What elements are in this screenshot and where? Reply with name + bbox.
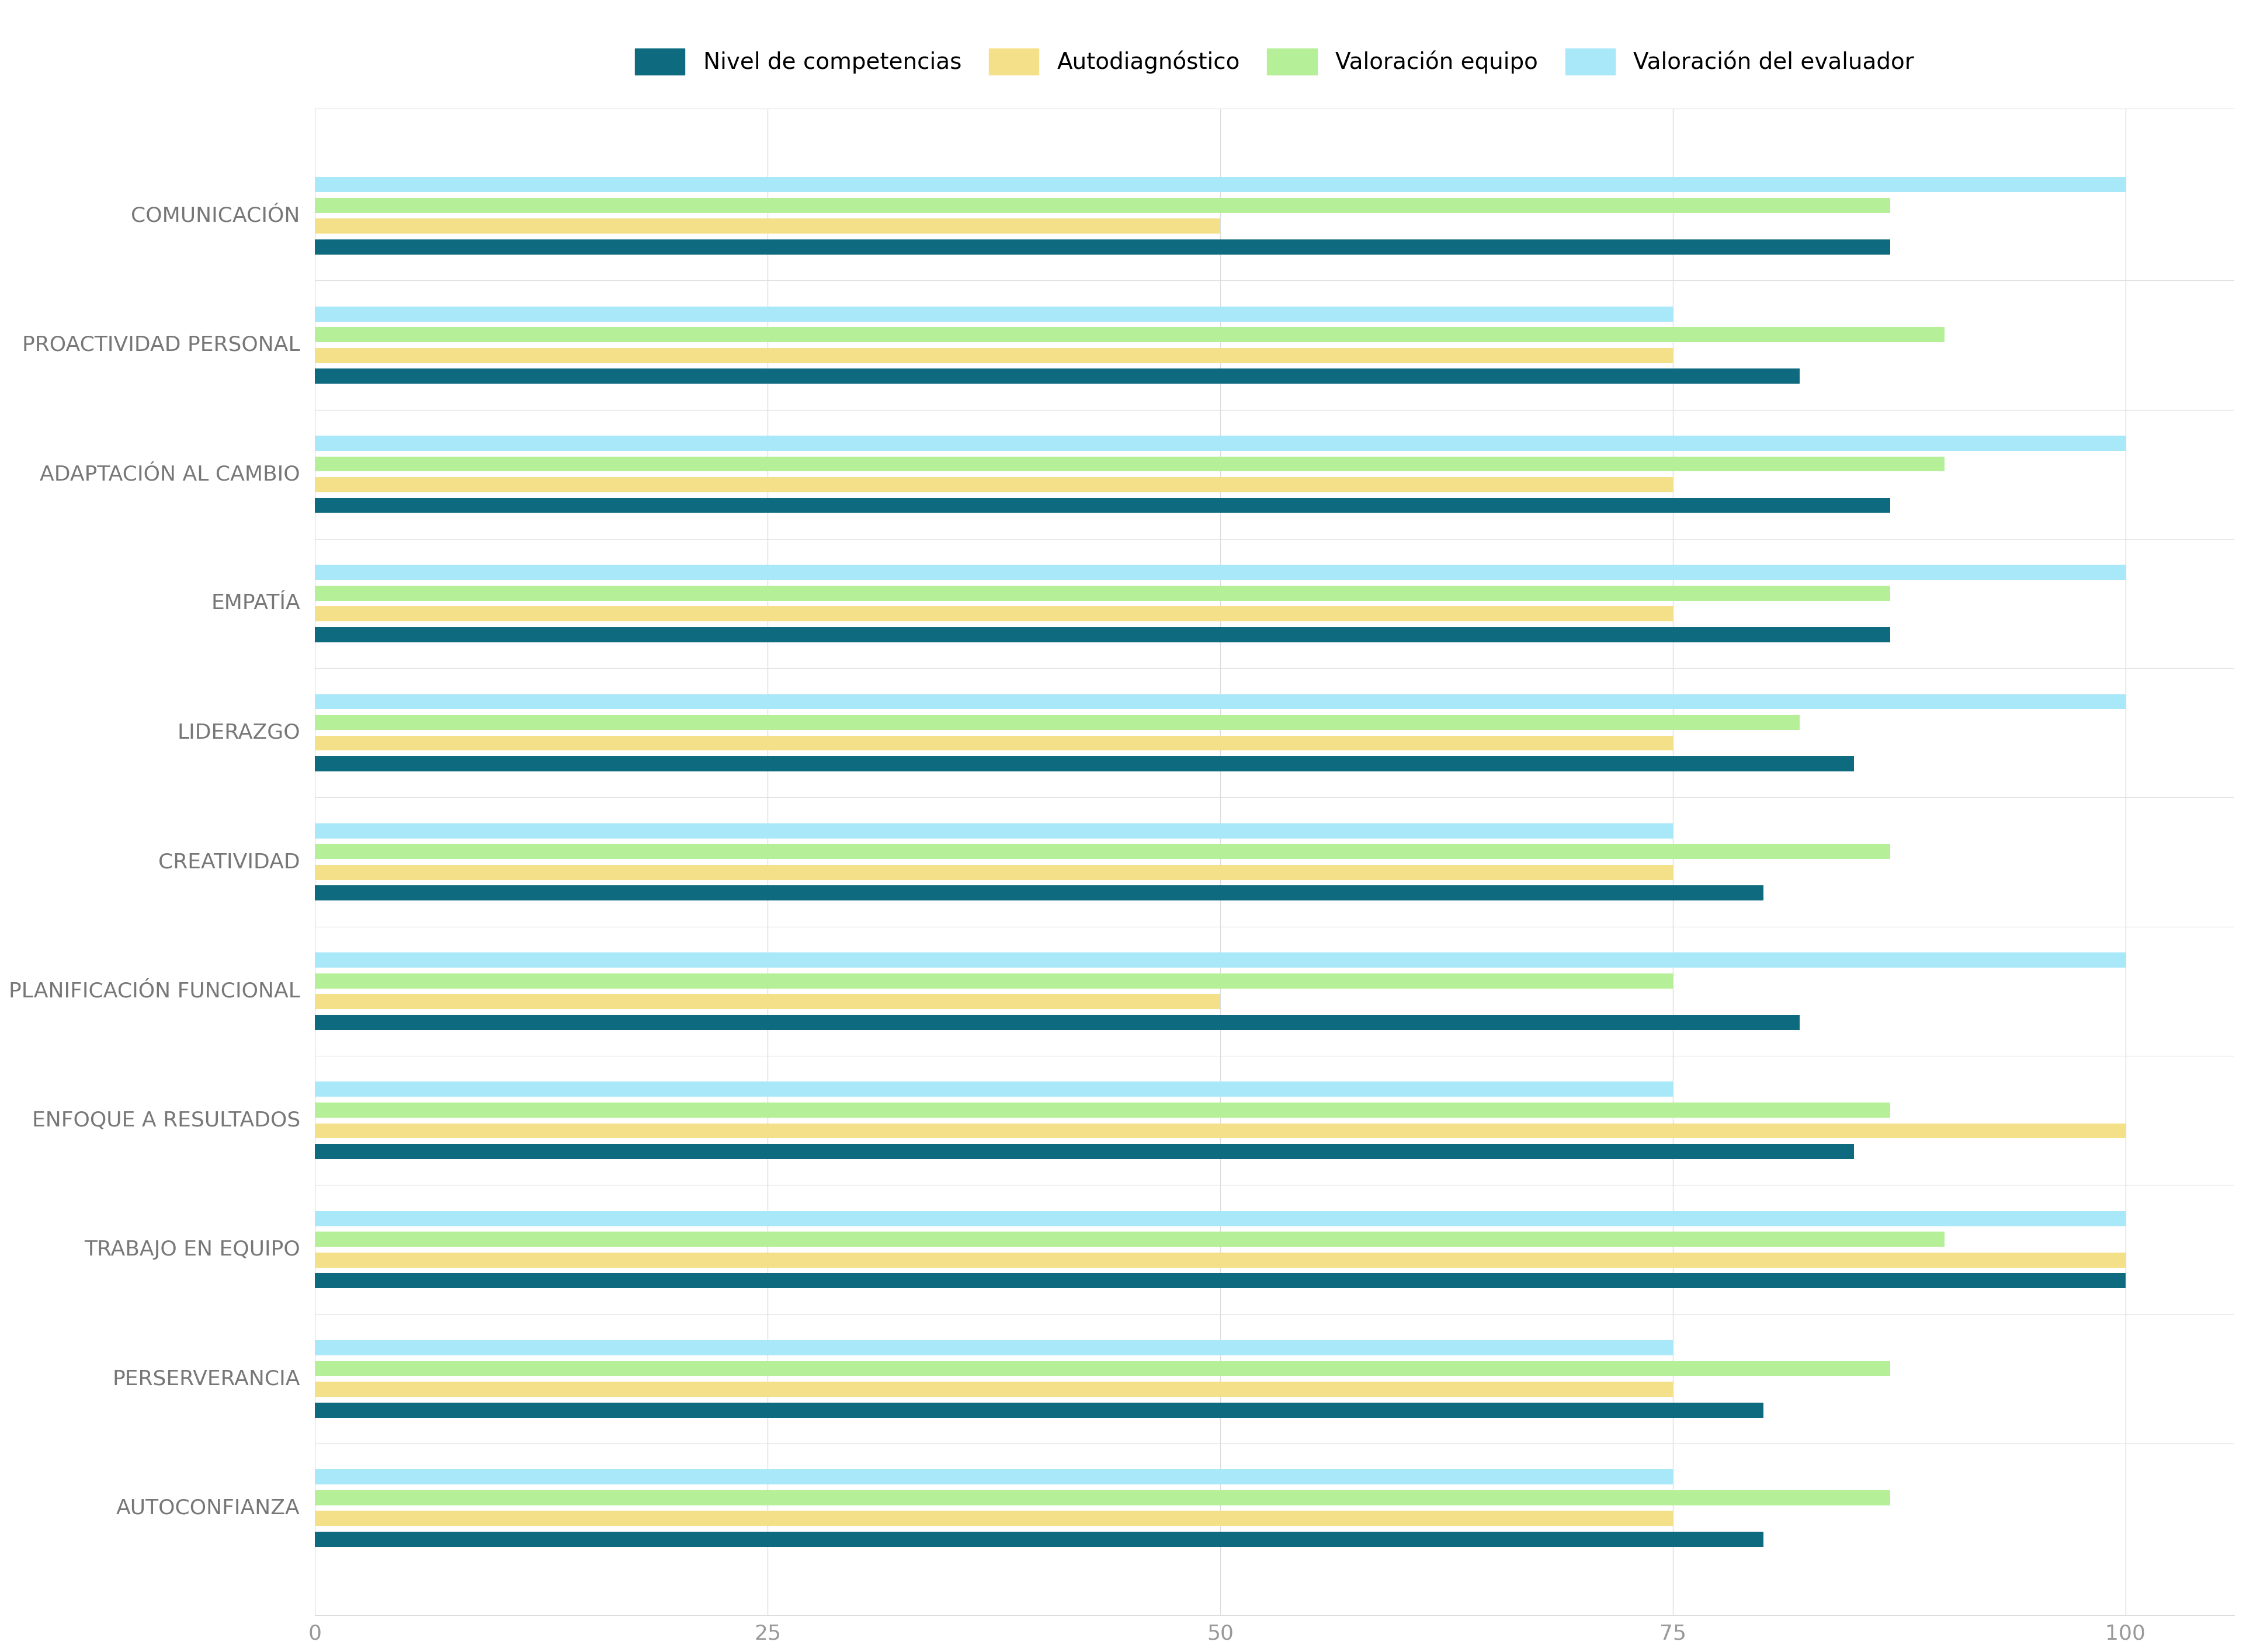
Bar (314, 306, 1673, 322)
Bar (314, 456, 1945, 471)
Bar (314, 327, 1945, 342)
Bar (314, 585, 1891, 601)
Legend: Nivel de competencias, Autodiagnóstico, Valoración equipo, Valoración del evalua: Nivel de competencias, Autodiagnóstico, … (624, 36, 1924, 86)
Bar (314, 1361, 1891, 1376)
Bar (314, 1469, 1673, 1485)
Bar (314, 1381, 1673, 1398)
Bar (314, 628, 1891, 643)
Bar (314, 757, 1855, 771)
Bar (314, 240, 1891, 254)
Bar (314, 1274, 2126, 1289)
Bar (314, 715, 1799, 730)
Bar (314, 477, 1673, 492)
Bar (314, 1102, 1891, 1118)
Bar (314, 368, 1799, 383)
Bar (314, 735, 1673, 750)
Bar (314, 198, 1891, 213)
Bar (314, 1252, 2126, 1267)
Bar (314, 1340, 1673, 1355)
Bar (314, 1082, 1673, 1097)
Bar (314, 1232, 1945, 1247)
Bar (314, 1531, 1763, 1546)
Bar (314, 1403, 1763, 1417)
Bar (314, 1211, 2126, 1226)
Bar (314, 349, 1673, 363)
Bar (314, 606, 1673, 621)
Bar (314, 844, 1891, 859)
Bar (314, 1145, 1855, 1160)
Bar (314, 823, 1673, 838)
Bar (314, 1490, 1891, 1505)
Bar (314, 953, 2126, 968)
Bar (314, 177, 2126, 192)
Bar (314, 1123, 2126, 1138)
Bar (314, 995, 1220, 1009)
Bar (314, 218, 1220, 233)
Bar (314, 864, 1673, 881)
Bar (314, 973, 1673, 988)
Bar (314, 436, 2126, 451)
Bar (314, 694, 2126, 709)
Bar (314, 497, 1891, 514)
Bar (314, 1014, 1799, 1029)
Bar (314, 885, 1763, 900)
Bar (314, 1512, 1673, 1526)
Bar (314, 565, 2126, 580)
